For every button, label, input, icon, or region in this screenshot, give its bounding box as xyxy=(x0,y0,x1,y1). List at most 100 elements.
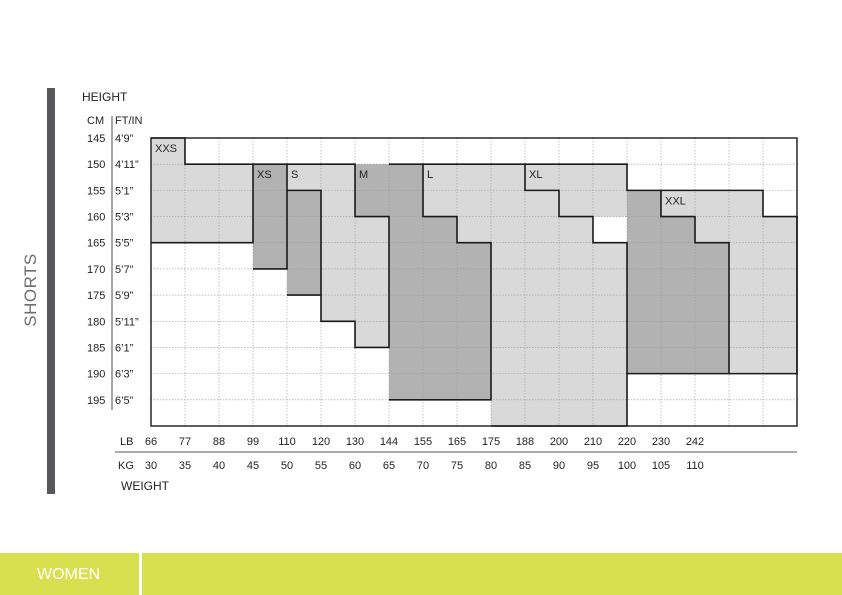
height-tick-ftin: 4’11” xyxy=(115,159,139,171)
label-layer: XXS XS S M L XL XXL HEIGHT CM FT/IN 145 4’9” 150 4’11… xyxy=(82,90,797,493)
side-bar xyxy=(47,88,55,494)
size-region-xl xyxy=(525,164,559,191)
weight-tick-kg: 90 xyxy=(553,460,565,472)
height-axis-title: HEIGHT xyxy=(82,90,128,104)
size-outline xyxy=(423,163,628,427)
height-tick-ftin: 5’11” xyxy=(115,316,139,328)
weight-tick-kg: 40 xyxy=(213,460,225,472)
size-label-xxl: XXL xyxy=(665,195,686,207)
weight-tick-kg: 30 xyxy=(145,460,157,472)
size-region-layer xyxy=(151,138,797,426)
size-region-s xyxy=(355,216,389,348)
weight-tick-lb: 99 xyxy=(247,436,259,448)
height-tick-cm: 150 xyxy=(87,159,105,171)
weight-tick-lb: 230 xyxy=(652,436,670,448)
size-region-xxl xyxy=(763,216,797,374)
footer-label: WOMEN xyxy=(37,566,101,583)
weight-tick-kg: 45 xyxy=(247,460,259,472)
weight-axis-title: WEIGHT xyxy=(121,479,170,493)
weight-tick-kg: 75 xyxy=(451,460,463,472)
size-outline xyxy=(661,189,798,375)
height-tick-ftin: 5’1” xyxy=(115,185,134,197)
size-region-xl xyxy=(661,216,695,374)
height-tick-ftin: 5’5” xyxy=(115,238,134,250)
size-region-l xyxy=(525,190,593,426)
weight-tick-lb: 66 xyxy=(145,436,157,448)
size-label-l: L xyxy=(427,169,433,181)
weight-tick-kg: 100 xyxy=(618,460,636,472)
weight-tick-lb: 242 xyxy=(686,436,704,448)
weight-tick-kg: 110 xyxy=(686,460,704,472)
size-region-s xyxy=(287,164,321,191)
weight-tick-kg: 65 xyxy=(383,460,395,472)
kg-label: KG xyxy=(118,460,134,472)
weight-tick-lb: 144 xyxy=(380,436,398,448)
size-label-xs: XS xyxy=(257,169,272,181)
weight-tick-lb: 77 xyxy=(179,436,191,448)
size-label-m: M xyxy=(359,169,368,181)
weight-tick-lb: 120 xyxy=(312,436,330,448)
height-tick-ftin: 5’7” xyxy=(115,264,134,276)
size-label-xl: XL xyxy=(529,169,542,181)
weight-tick-lb: 200 xyxy=(550,436,568,448)
height-tick-ftin: 4’9” xyxy=(115,133,134,145)
height-tick-cm: 175 xyxy=(87,290,105,302)
weight-tick-lb: 110 xyxy=(278,436,296,448)
weight-tick-kg: 60 xyxy=(349,460,361,472)
cm-header: CM xyxy=(87,115,104,127)
size-outline xyxy=(287,163,390,349)
size-outline xyxy=(525,163,730,375)
weight-tick-lb: 155 xyxy=(414,436,432,448)
size-region-l xyxy=(457,164,491,243)
height-tick-ftin: 6’5” xyxy=(115,395,134,407)
size-region-xxl xyxy=(729,242,763,374)
footer-band xyxy=(142,553,842,595)
height-tick-cm: 180 xyxy=(87,316,105,328)
size-outline xyxy=(287,189,322,296)
weight-tick-lb: 220 xyxy=(618,436,636,448)
size-label-s: S xyxy=(291,169,298,181)
height-tick-cm: 145 xyxy=(87,133,105,145)
weight-tick-lb: 188 xyxy=(516,436,534,448)
weight-tick-kg: 105 xyxy=(652,460,670,472)
height-tick-cm: 160 xyxy=(87,212,105,224)
size-region-l xyxy=(593,242,627,426)
weight-tick-kg: 95 xyxy=(587,460,599,472)
height-tick-cm: 190 xyxy=(87,369,105,381)
size-region-xl xyxy=(627,190,661,374)
height-tick-ftin: 6’3” xyxy=(115,369,134,381)
lb-label: LB xyxy=(120,436,133,448)
height-tick-cm: 165 xyxy=(87,238,105,250)
height-tick-cm: 185 xyxy=(87,342,105,354)
weight-tick-kg: 85 xyxy=(519,460,531,472)
size-region-m xyxy=(423,216,457,400)
weight-tick-kg: 80 xyxy=(485,460,497,472)
height-tick-cm: 195 xyxy=(87,395,105,407)
size-region-m xyxy=(457,242,491,400)
ftin-header: FT/IN xyxy=(115,115,143,127)
size-region-xl xyxy=(695,242,729,374)
height-tick-cm: 170 xyxy=(87,264,105,276)
weight-tick-lb: 165 xyxy=(448,436,466,448)
height-tick-ftin: 6’1” xyxy=(115,342,134,354)
weight-tick-lb: 175 xyxy=(482,436,500,448)
weight-tick-kg: 55 xyxy=(315,460,327,472)
weight-tick-lb: 88 xyxy=(213,436,225,448)
weight-tick-kg: 35 xyxy=(179,460,191,472)
height-tick-ftin: 5’3” xyxy=(115,212,134,224)
weight-tick-kg: 50 xyxy=(281,460,293,472)
size-outline xyxy=(253,163,288,270)
size-label-xxs: XXS xyxy=(155,143,177,155)
size-region-m xyxy=(389,164,423,400)
size-region-xxs xyxy=(185,164,253,243)
size-region-xxl xyxy=(661,190,695,217)
size-outline xyxy=(389,163,492,401)
chart-frame xyxy=(150,137,798,427)
size-outline-layer xyxy=(150,137,798,427)
height-tick-cm: 155 xyxy=(87,185,105,197)
size-chart: XXS XS S M L XL XXL HEIGHT CM FT/IN 145 4’9” 150 4’11… xyxy=(82,90,798,493)
weight-tick-kg: 70 xyxy=(417,460,429,472)
weight-tick-lb: 210 xyxy=(584,436,602,448)
weight-tick-lb: 130 xyxy=(346,436,364,448)
height-tick-ftin: 5’9” xyxy=(115,290,134,302)
